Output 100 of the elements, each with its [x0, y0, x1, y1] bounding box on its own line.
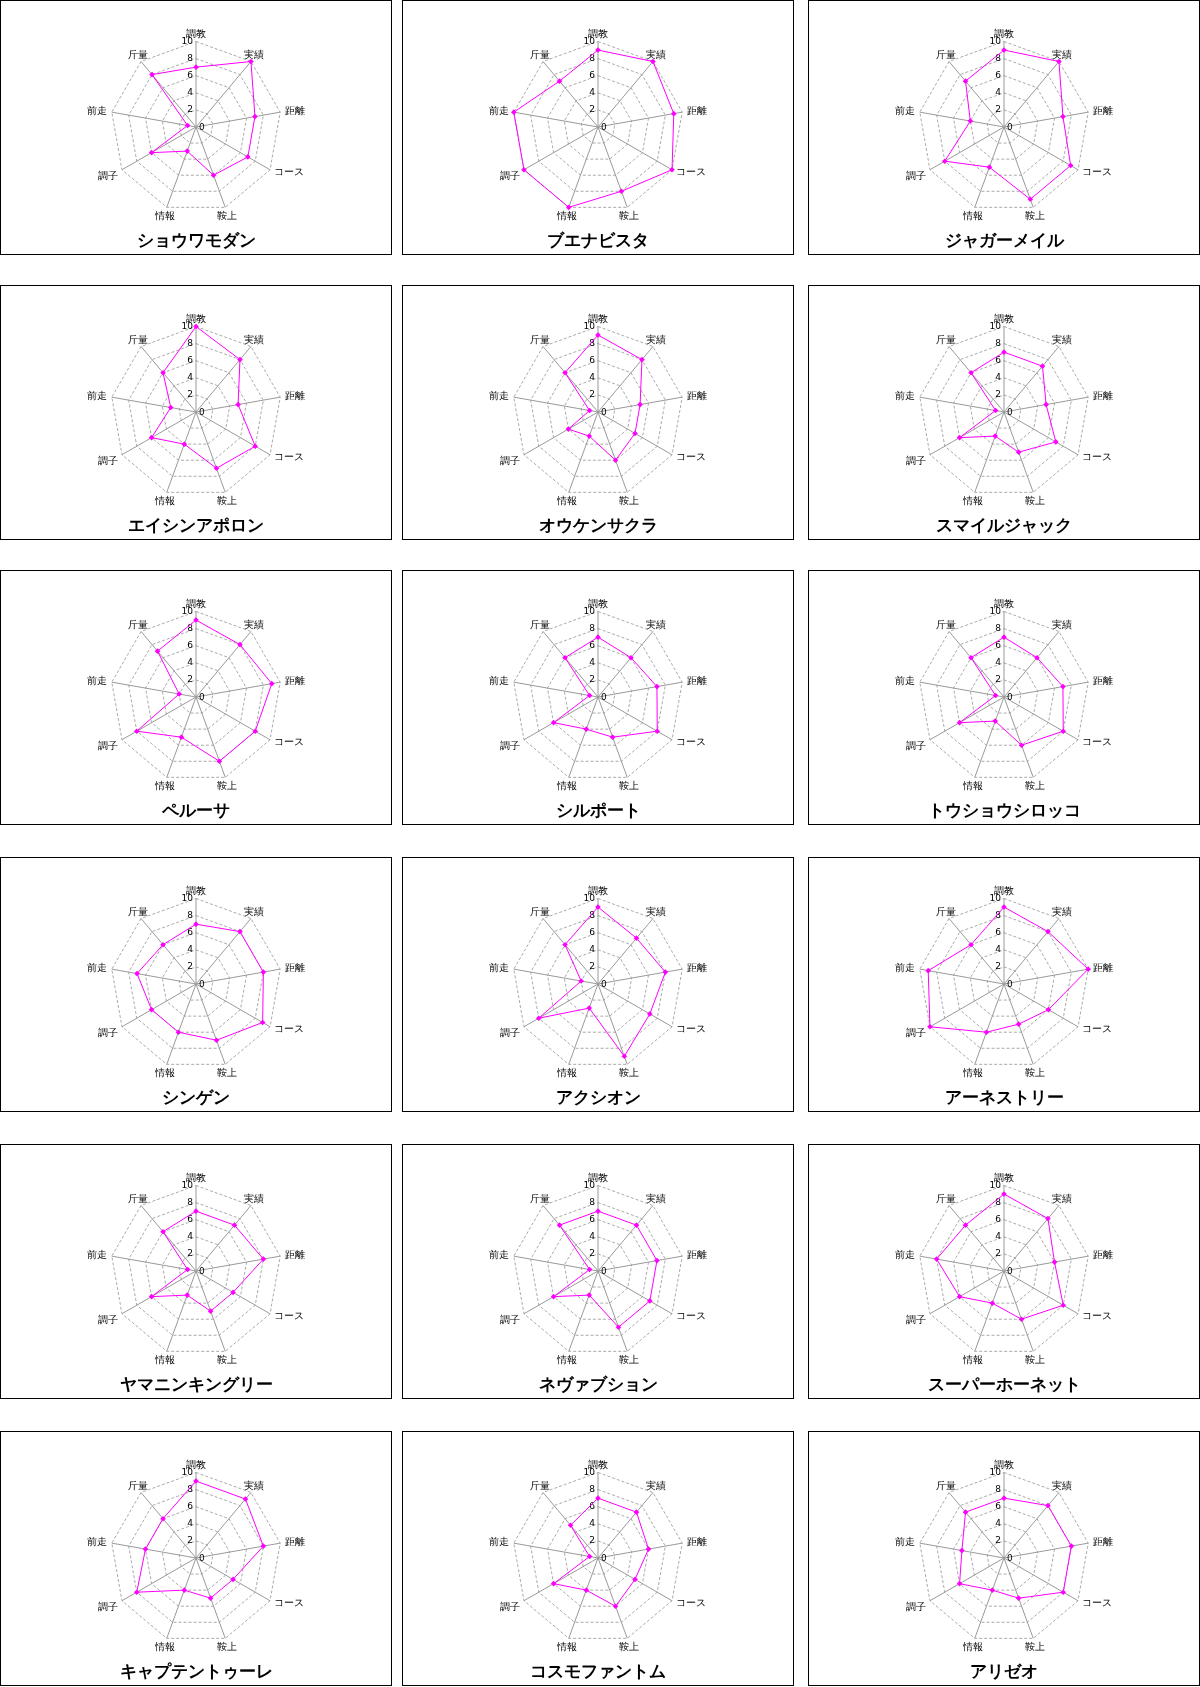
y-tick-label: 4 — [589, 944, 596, 955]
spoke-label: 斤量 — [935, 618, 956, 630]
y-tick-label: 4 — [995, 944, 1002, 955]
y-tick-label: 4 — [187, 657, 194, 668]
y-tick-label: 6 — [589, 1501, 596, 1512]
y-tick-label: 8 — [589, 1484, 596, 1495]
spoke-label: 斤量 — [935, 905, 956, 917]
y-tick-label: 2 — [589, 104, 595, 115]
spoke-label: 情報 — [556, 210, 578, 222]
spoke-label: 前走 — [86, 390, 107, 402]
spoke-label: コース — [676, 166, 707, 178]
spoke-label: 実績 — [646, 1479, 667, 1491]
text: アリゼオ — [970, 1661, 1038, 1681]
spoke-label: 鞍上 — [1024, 1641, 1045, 1653]
spoke-label: 情報 — [556, 1641, 578, 1653]
y-tick-label: 2 — [187, 961, 193, 972]
y-tick-label: 0 — [601, 978, 607, 989]
y-tick-label: 0 — [601, 121, 607, 132]
spoke-label: コース — [1082, 1597, 1113, 1609]
spoke-label: 調子 — [97, 1314, 118, 1326]
spoke-label: 前走 — [894, 1536, 915, 1548]
y-tick-label: 0 — [1007, 1552, 1013, 1563]
y-tick-label: 2 — [995, 389, 1001, 400]
spoke-label: 調子 — [905, 170, 926, 182]
text: キャプテントゥーレ — [119, 1661, 273, 1681]
text: アーネストリー — [944, 1087, 1064, 1107]
spoke-label: 距離 — [285, 390, 306, 402]
spoke-label: コース — [676, 451, 707, 463]
text: ネヴァブション — [538, 1374, 658, 1394]
y-tick-label: 6 — [589, 1214, 596, 1225]
spoke-label: 距離 — [1093, 1536, 1114, 1548]
y-tick-label: 0 — [601, 406, 607, 417]
spoke-label: 斤量 — [127, 618, 148, 630]
spoke-label: 距離 — [687, 1536, 708, 1548]
y-tick-label: 2 — [187, 1535, 193, 1546]
spoke-label: 情報 — [962, 780, 984, 792]
y-tick-label: 4 — [187, 87, 194, 98]
spoke-label: 実績 — [244, 48, 265, 60]
y-tick-label: 4 — [589, 87, 596, 98]
spoke-label: 調子 — [97, 170, 118, 182]
spoke-label: コース — [274, 1597, 305, 1609]
spoke-label: 斤量 — [529, 1192, 550, 1204]
y-tick-label: 6 — [995, 927, 1002, 938]
text: ペルーサ — [161, 800, 230, 820]
text: スーパーホーネット — [927, 1374, 1081, 1394]
spoke-label: 前走 — [86, 1249, 107, 1261]
spoke-label: 前走 — [488, 105, 509, 117]
y-tick-label: 4 — [995, 657, 1002, 668]
spoke-label: 調子 — [905, 455, 926, 467]
y-tick-label: 8 — [187, 338, 194, 349]
spoke-label: 調子 — [499, 1027, 520, 1039]
y-tick-label: 4 — [995, 372, 1002, 383]
spoke-label: 鞍上 — [216, 1641, 237, 1653]
y-tick-label: 4 — [187, 1518, 194, 1529]
spoke-label: 情報 — [556, 1354, 578, 1366]
spoke-label: 鞍上 — [618, 1641, 639, 1653]
y-tick-label: 0 — [199, 406, 205, 417]
y-tick-label: 0 — [199, 978, 205, 989]
y-tick-label: 8 — [589, 1197, 596, 1208]
y-tick-label: 0 — [1007, 406, 1013, 417]
spoke-label: 斤量 — [127, 1479, 148, 1491]
text: スマイルジャック — [936, 515, 1072, 535]
y-tick-label: 6 — [187, 1214, 194, 1225]
spoke-label: 鞍上 — [216, 210, 237, 222]
y-tick-label: 8 — [187, 1484, 194, 1495]
spoke-label: 鞍上 — [216, 495, 237, 507]
y-tick-label: 0 — [1007, 691, 1013, 702]
spoke-label: 情報 — [962, 495, 984, 507]
y-tick-label: 4 — [187, 944, 194, 955]
spoke-label: 調子 — [499, 1314, 520, 1326]
spoke-label: 鞍上 — [1024, 210, 1045, 222]
spoke-label: コース — [676, 1310, 707, 1322]
spoke-label: 実績 — [244, 1192, 265, 1204]
y-tick-label: 2 — [187, 389, 193, 400]
y-tick-label: 8 — [995, 338, 1002, 349]
y-tick-label: 4 — [995, 1231, 1002, 1242]
text: ブエナビスタ — [547, 230, 649, 250]
y-tick-label: 2 — [589, 1535, 595, 1546]
y-tick-label: 8 — [589, 910, 596, 921]
spoke-label: 実績 — [1052, 48, 1073, 60]
text: オウケンサクラ — [538, 515, 658, 535]
spoke-label: 調教 — [186, 27, 206, 39]
y-tick-label: 8 — [187, 910, 194, 921]
spoke-label: 鞍上 — [216, 780, 237, 792]
spoke-label: 情報 — [154, 780, 176, 792]
y-tick-label: 4 — [589, 1518, 596, 1529]
spoke-label: 調教 — [588, 27, 608, 39]
spoke-label: 斤量 — [127, 48, 148, 60]
text: ヤマニンキングリー — [119, 1374, 273, 1394]
spoke-label: 距離 — [687, 675, 708, 687]
y-tick-label: 0 — [601, 1265, 607, 1276]
y-tick-label: 2 — [589, 961, 595, 972]
spoke-label: 鞍上 — [1024, 780, 1045, 792]
spoke-label: コース — [274, 736, 305, 748]
y-tick-label: 2 — [187, 104, 193, 115]
y-tick-label: 6 — [995, 70, 1002, 81]
y-tick-label: 8 — [589, 623, 596, 634]
spoke-label: コース — [1082, 736, 1113, 748]
text: シルポート — [555, 800, 641, 820]
spoke-label: 前走 — [894, 105, 915, 117]
